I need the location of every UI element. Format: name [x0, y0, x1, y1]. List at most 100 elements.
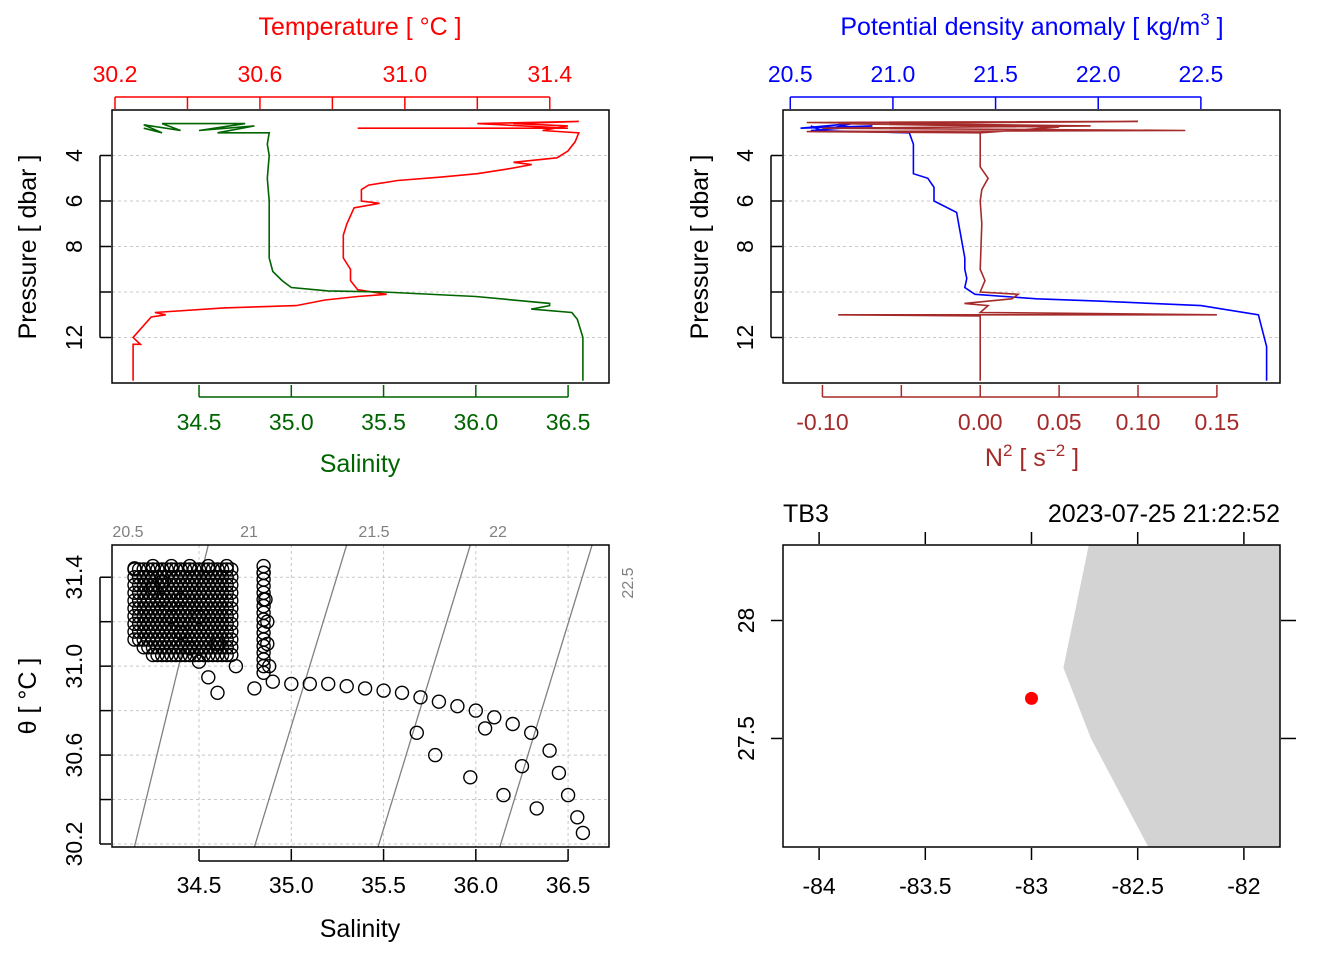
ts-point [136, 616, 151, 632]
ts-point [136, 570, 151, 585]
salinity-tick-label: 36.5 [546, 409, 591, 435]
ts-point [150, 593, 165, 608]
ts-point [570, 810, 585, 825]
station-map-panel: -84 -83.5 -83 -82.5 -82 28 27.5 TB3 2023-07-25… [733, 500, 1296, 899]
ts-point [205, 624, 221, 639]
temperature-tick-label: 30.2 [93, 61, 138, 87]
ts-point [210, 570, 225, 585]
ts-point [168, 601, 184, 616]
ts-point [164, 608, 179, 624]
ts-point [173, 601, 188, 616]
density-line [800, 122, 1268, 381]
ts-point [214, 577, 230, 593]
isopycnal-label: 21 [240, 524, 258, 541]
ts-diagram-panel: 20.5 21 21.5 22 22.5 34.5 35.0 35.5 36.0 36.5 30… [14, 524, 715, 943]
ts-point [205, 570, 221, 585]
ts-point [214, 616, 230, 632]
ts-point [182, 608, 198, 624]
ts-point [196, 593, 211, 608]
ts-point [168, 640, 184, 655]
ts-point [127, 593, 142, 608]
ts-point [187, 624, 202, 639]
ts-point [182, 601, 198, 616]
ts-point [219, 601, 234, 616]
ts-point [210, 632, 225, 647]
ts-point [173, 624, 188, 639]
ts-point [214, 632, 230, 647]
ts-point [145, 647, 161, 663]
isopycnal-line [499, 545, 593, 847]
ts-point [487, 710, 502, 725]
ts-point [219, 562, 234, 577]
isopycnal-line [253, 545, 348, 847]
ts-point [168, 570, 184, 585]
ts-point [196, 640, 211, 655]
ts-point [224, 562, 239, 577]
isopycnal-line [623, 545, 715, 847]
ts-point [191, 601, 207, 616]
ts-point [164, 624, 179, 639]
ts-point [450, 699, 465, 714]
ts-point [182, 632, 198, 647]
ts-point [196, 601, 211, 616]
ts-point [265, 674, 280, 689]
ts-point [205, 577, 221, 593]
ts-point [210, 577, 225, 593]
density-tick-label: 20.5 [768, 61, 813, 87]
ts-point [164, 585, 179, 600]
ts-point [150, 585, 165, 600]
ts-point [224, 601, 239, 616]
ts-point [131, 616, 147, 632]
ts-point [201, 562, 216, 577]
n2-exponent: 2 [1003, 441, 1012, 460]
ts-point [219, 624, 234, 639]
ts-point [219, 593, 234, 608]
ts-point [141, 616, 156, 632]
ts-point [164, 562, 179, 577]
pressure-tick-label: 8 [61, 240, 87, 253]
ts-salinity-tick-label: 35.5 [361, 872, 406, 898]
ts-point [159, 632, 174, 647]
ts-point [168, 608, 184, 624]
ts-point [182, 562, 198, 577]
ts-point [210, 624, 225, 639]
density-tick-label: 21.5 [973, 61, 1018, 87]
ts-point [196, 632, 211, 647]
ts-point [201, 608, 216, 624]
ts-point [168, 647, 184, 663]
p3-salinity-axis: 34.5 35.0 35.5 36.0 36.5 [177, 849, 590, 898]
ts-point [141, 593, 156, 608]
ts-point [201, 601, 216, 616]
pressure-axis-title-2: Pressure [ dbar ] [686, 155, 714, 340]
ts-point [551, 765, 567, 781]
pressure-tick-label: 8 [732, 240, 758, 253]
ts-point [376, 683, 391, 698]
ts-point [214, 647, 230, 663]
ts-point [177, 601, 193, 616]
ts-point [136, 601, 151, 616]
ts-point [145, 640, 161, 655]
ts-point [205, 601, 221, 616]
ts-point [145, 585, 161, 600]
ts-point [182, 593, 198, 608]
n2-tick-label: -0.10 [796, 409, 848, 435]
ts-point [256, 665, 271, 680]
salinity-tick-label: 36.0 [453, 409, 498, 435]
pressure-tick-label: 4 [61, 149, 87, 162]
ts-point [127, 616, 142, 632]
ts-point [131, 570, 147, 585]
ts-point [210, 608, 225, 624]
theta-axis-title: θ [ °C ] [14, 658, 42, 735]
ts-point [357, 681, 373, 696]
ts-point [187, 585, 202, 600]
ts-point [224, 570, 239, 585]
ts-point [201, 640, 216, 655]
ts-point [177, 593, 193, 608]
station-marker [1025, 691, 1038, 705]
ts-point [187, 593, 202, 608]
ts-point [127, 608, 142, 624]
isopycnal-label: 22.5 [620, 567, 637, 598]
map-lon-tick-label: -82 [1227, 873, 1260, 899]
ts-point [187, 647, 202, 663]
